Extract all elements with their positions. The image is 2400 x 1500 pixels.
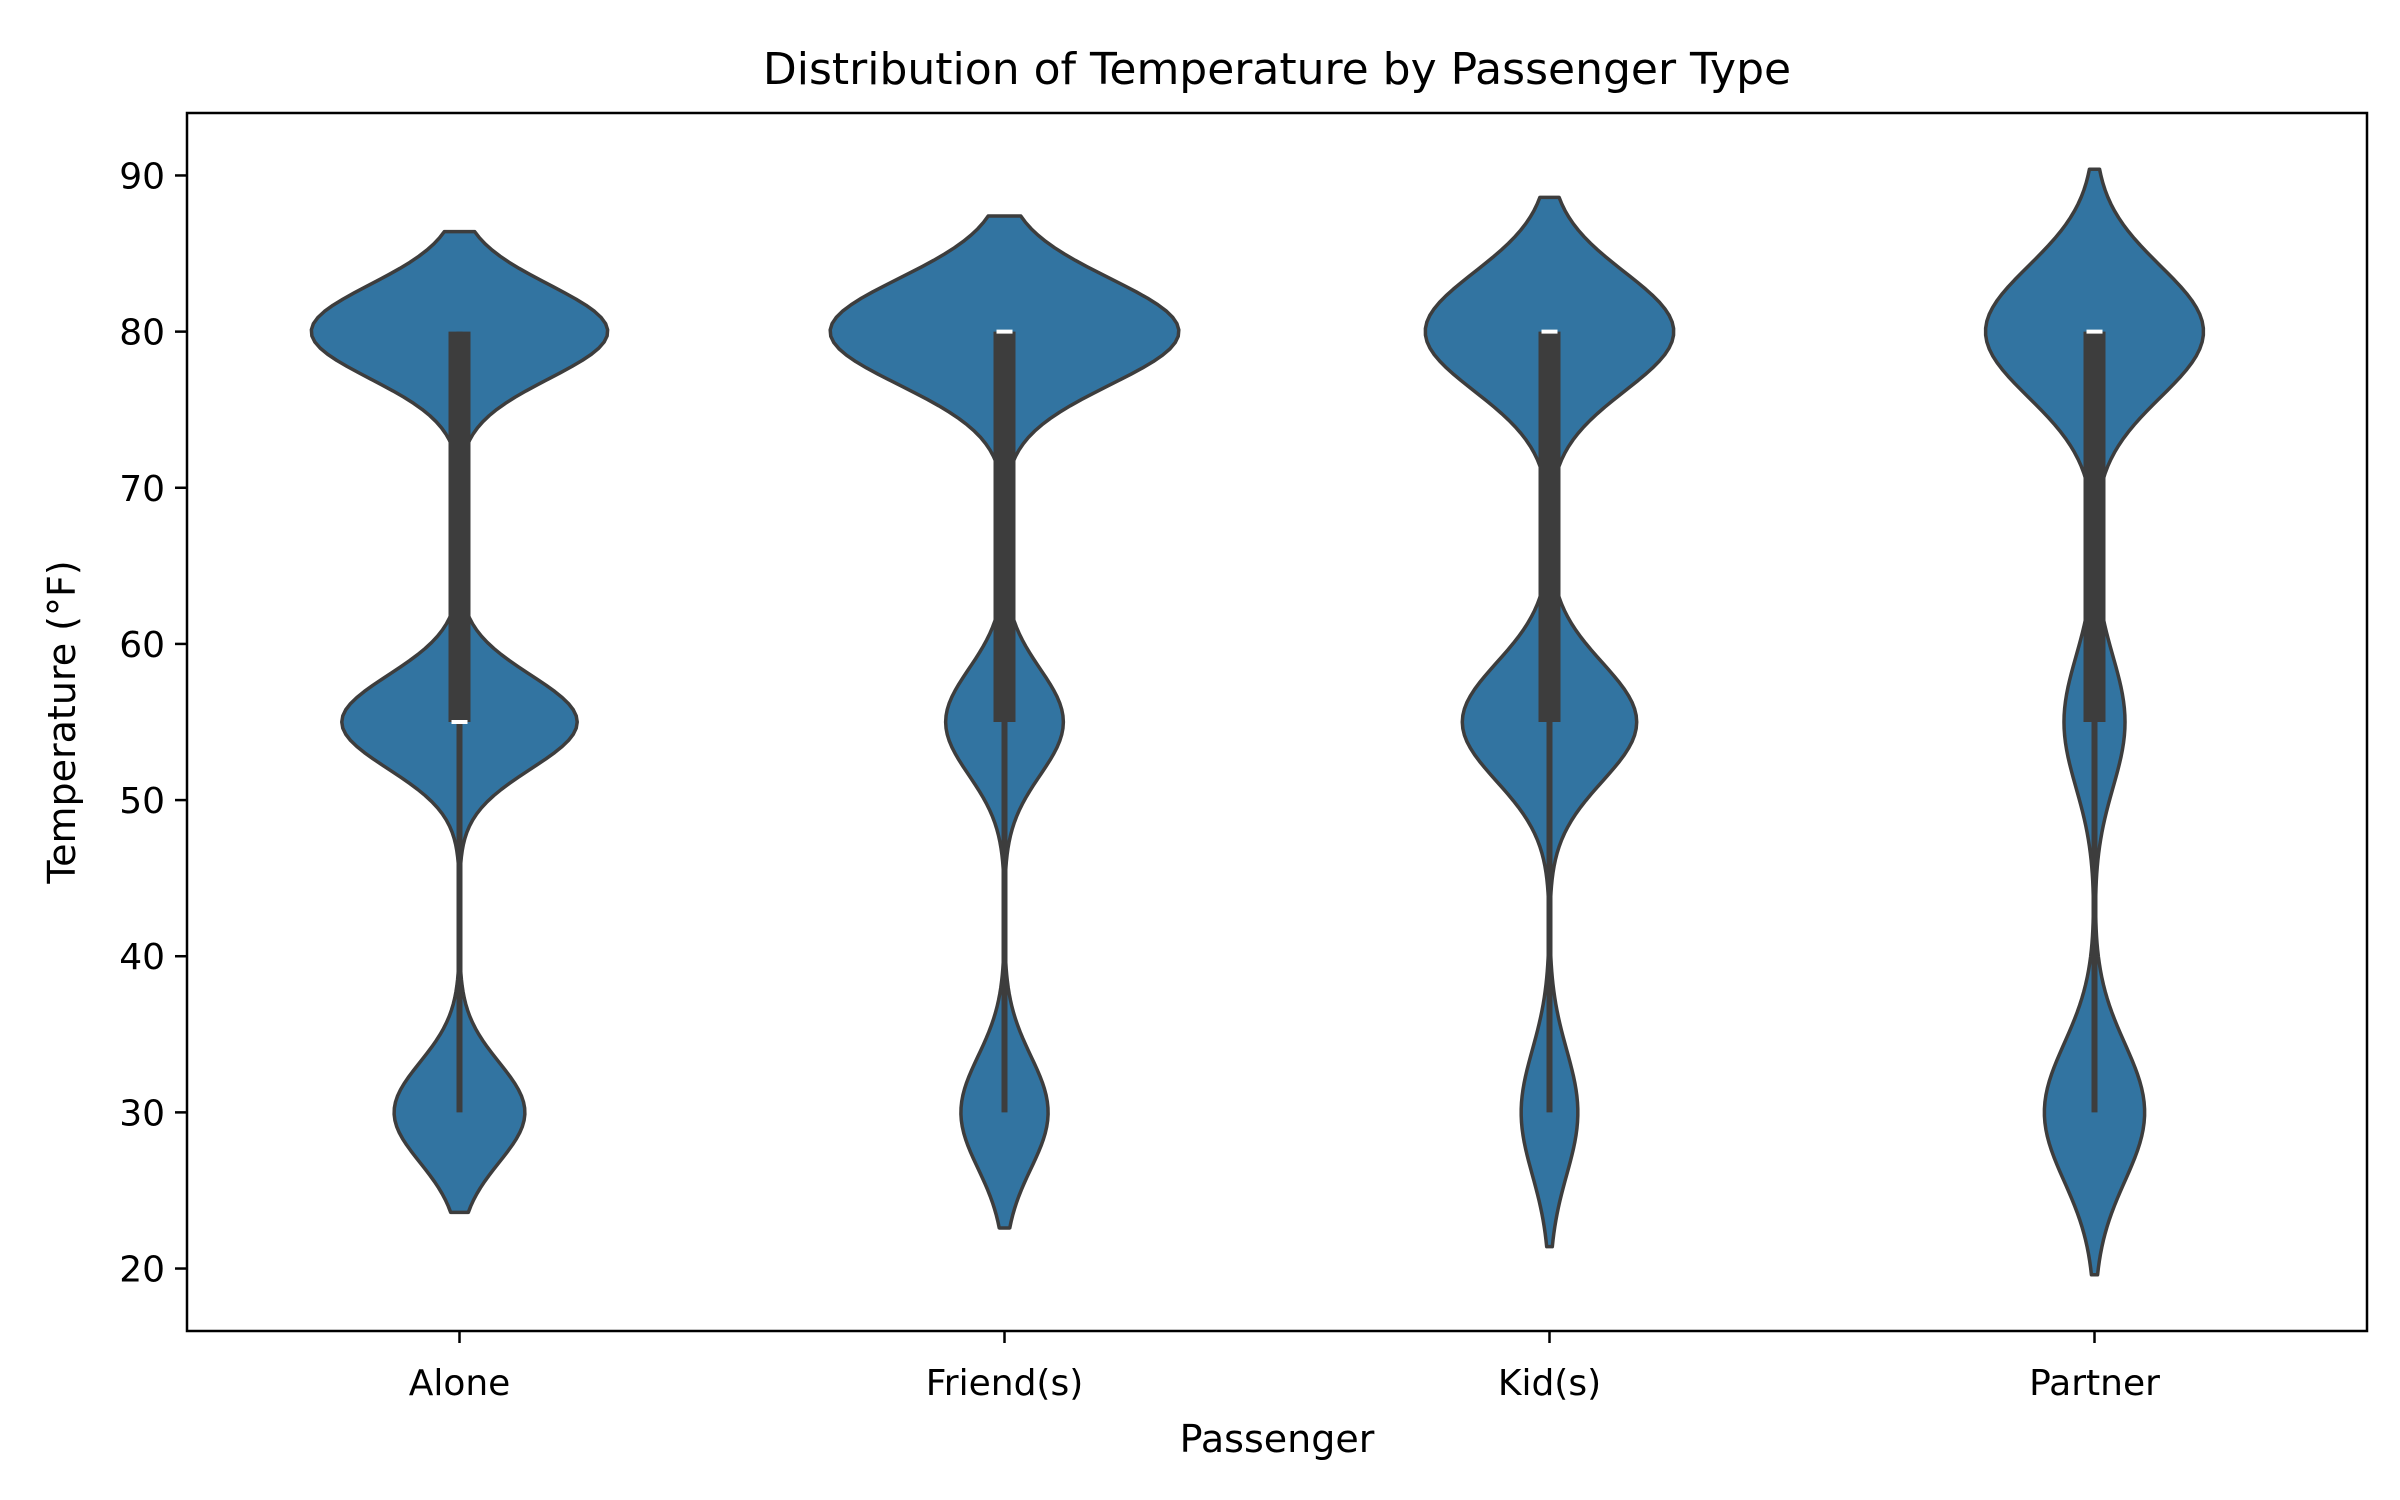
x-axis-label: Passenger <box>1180 1417 1375 1461</box>
x-tick-label: Partner <box>2029 1363 2160 1404</box>
plot-area-frame <box>185 111 2369 1333</box>
y-tick-label: 30 <box>119 1093 165 1134</box>
iqr-box-alone <box>448 331 471 722</box>
y-tick-label: 60 <box>119 625 165 666</box>
y-tick-label: 70 <box>119 469 165 510</box>
y-tick-label: 80 <box>119 313 165 354</box>
y-tick-label: 20 <box>119 1250 165 1291</box>
y-tick-label: 90 <box>119 156 165 197</box>
violins-group <box>309 167 2206 1277</box>
y-tick-label: 40 <box>119 937 165 978</box>
chart-title: Distribution of Temperature by Passenger… <box>763 44 1791 95</box>
x-tick-label: Alone <box>409 1363 511 1404</box>
x-axis: Alone Friend(s) Kid(s) Partner <box>409 1331 2160 1404</box>
iqr-box-kid-s <box>1538 331 1561 722</box>
inner-boxes-group <box>448 329 2106 1113</box>
iqr-box-partner <box>2083 331 2106 722</box>
iqr-box-friend-s <box>993 331 1016 722</box>
y-tick-label: 50 <box>119 781 165 822</box>
x-tick-label: Kid(s) <box>1498 1363 1601 1404</box>
y-axis-label: Temperature (°F) <box>40 560 84 884</box>
x-tick-label: Friend(s) <box>926 1363 1084 1404</box>
y-axis: 20 30 40 50 60 70 80 90 <box>119 156 187 1291</box>
